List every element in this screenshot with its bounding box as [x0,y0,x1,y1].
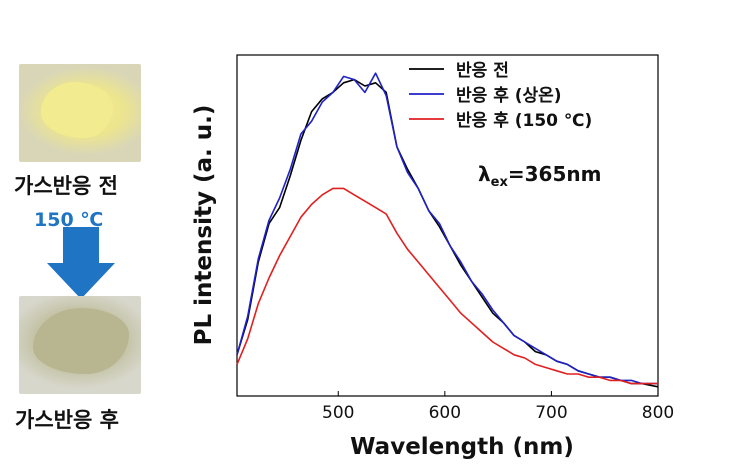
legend-label-before: 반응 전 [456,61,509,81]
grey-powder [33,308,129,374]
powder-photo-before [19,64,141,162]
series-line-1 [236,72,658,385]
temperature-label: 150 ℃ [34,209,104,231]
powder-photo-after [19,296,141,394]
yellow-powder [41,82,113,138]
legend-label-after-150: 반응 후 (150 ℃) [456,110,592,131]
x-tick-label-700: 700 [535,403,567,423]
label-before-reaction: 가스반응 전 [14,174,118,198]
x-tick-label-800: 800 [642,403,674,423]
legend: 반응 전 반응 후 (상온) 반응 후 (150 ℃) [409,61,592,131]
x-tick-label-600: 600 [429,403,461,423]
x-axis-title: Wavelength (nm) [350,434,574,460]
plot-frame [236,54,659,397]
arrow-shape [47,227,115,299]
lambda-subscript: ex [491,175,509,190]
legend-label-after-room: 반응 후 (상온) [456,85,562,106]
lambda-symbol: λ [478,162,491,186]
excitation-annotation: λex=365nm [478,162,601,190]
y-axis-title: PL intensity (a. u.) [191,105,217,346]
x-tick-label-500: 500 [322,403,354,423]
excitation-value: =365nm [508,162,602,186]
label-after-reaction: 가스반응 후 [15,408,119,432]
series-line-0 [236,78,659,388]
down-arrow-icon [47,227,115,299]
series-line-2 [236,187,658,385]
